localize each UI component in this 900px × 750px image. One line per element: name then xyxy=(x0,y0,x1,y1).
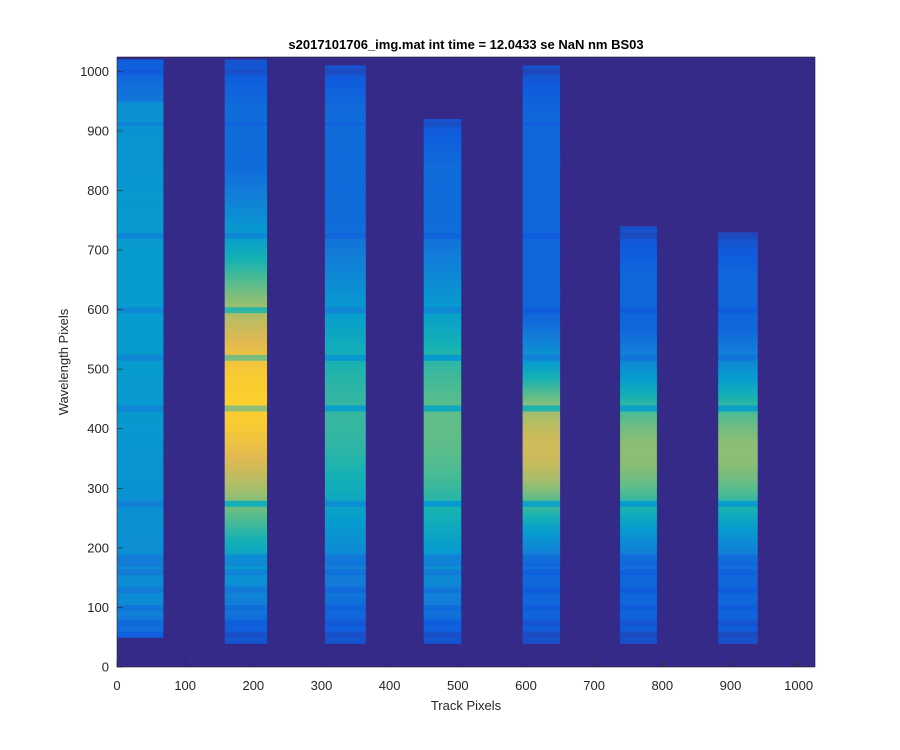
x-tick-label: 0 xyxy=(113,678,120,693)
plot-background xyxy=(117,57,815,667)
track-7 xyxy=(718,232,758,644)
y-tick-label: 600 xyxy=(87,302,109,317)
x-tick-label: 800 xyxy=(651,678,673,693)
y-axis-label: Wavelength Pixels xyxy=(56,308,71,415)
track-4 xyxy=(423,119,462,644)
y-tick-label: 500 xyxy=(87,362,109,377)
tracks-layer xyxy=(117,59,758,644)
x-tick-label: 900 xyxy=(720,678,742,693)
track-6 xyxy=(620,226,657,644)
y-tick-label: 100 xyxy=(87,600,109,615)
y-tick-label: 0 xyxy=(102,660,109,675)
x-tick-label: 700 xyxy=(583,678,605,693)
y-axis: 0 100 200 300 400 500 600 700 800 900 1000 xyxy=(80,64,123,675)
x-tick-label: 200 xyxy=(242,678,264,693)
x-tick-label: 300 xyxy=(311,678,333,693)
chart-title: s2017101706_img.mat int time = 12.0433 s… xyxy=(288,37,643,52)
x-axis-label: Track Pixels xyxy=(431,698,502,713)
track-3 xyxy=(324,65,366,644)
plot-area xyxy=(116,56,816,668)
x-axis: 0 100 200 300 400 500 600 700 800 900 1000 xyxy=(113,661,813,693)
y-tick-label: 400 xyxy=(87,421,109,436)
x-tick-label: 500 xyxy=(447,678,469,693)
x-tick-label: 400 xyxy=(379,678,401,693)
y-tick-label: 200 xyxy=(87,540,109,555)
plot-frame xyxy=(116,56,816,668)
track-2 xyxy=(224,59,267,644)
y-tick-label: 900 xyxy=(87,123,109,138)
track-5 xyxy=(522,65,561,644)
y-tick-label: 1000 xyxy=(80,64,109,79)
x-tick-label: 600 xyxy=(515,678,537,693)
y-tick-label: 800 xyxy=(87,183,109,198)
y-tick-label: 700 xyxy=(87,243,109,258)
x-tick-label: 1000 xyxy=(784,678,813,693)
track-1 xyxy=(117,59,164,638)
y-tick-label: 300 xyxy=(87,481,109,496)
x-tick-label: 100 xyxy=(174,678,196,693)
